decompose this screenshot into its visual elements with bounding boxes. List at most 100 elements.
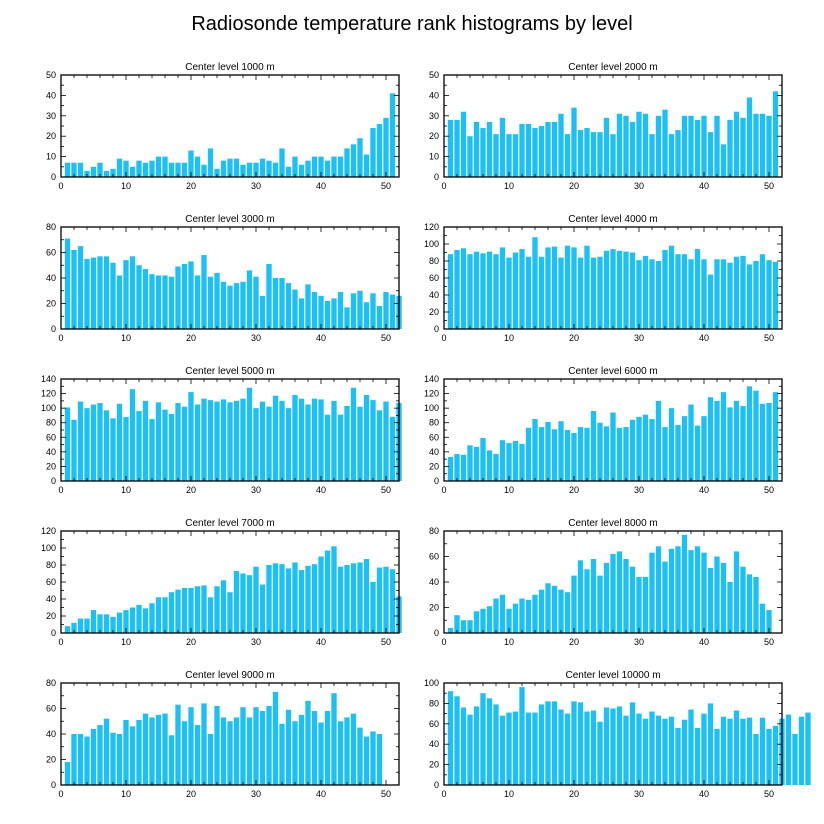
histogram-bar xyxy=(616,427,623,481)
histogram-bar xyxy=(519,123,525,177)
histogram-bar xyxy=(240,281,246,329)
histogram-bar xyxy=(253,707,259,785)
y-tick-label: 140 xyxy=(41,374,56,384)
histogram-bar xyxy=(259,711,266,785)
panel-title: Center level 3000 m xyxy=(185,214,275,225)
histogram-bar xyxy=(454,119,460,177)
x-tick-label: 20 xyxy=(186,333,196,343)
histogram-panel: Center level 5000 m 0 10 20 30 40 50 0 20 40 60 80 1… xyxy=(41,366,402,495)
histogram-bar xyxy=(123,719,129,785)
histogram-bar xyxy=(564,592,571,633)
histogram-bar xyxy=(129,607,136,633)
histogram-bar xyxy=(473,121,480,177)
x-tick-label: 0 xyxy=(441,333,446,343)
histogram-bar xyxy=(207,400,214,481)
histogram-bar xyxy=(181,406,188,481)
histogram-bar xyxy=(623,251,629,329)
x-tick-label: 20 xyxy=(569,637,579,647)
histogram-bar xyxy=(629,121,636,177)
histogram-bar xyxy=(318,556,324,633)
histogram-bar xyxy=(311,564,318,633)
histogram-bar xyxy=(493,704,499,785)
histogram-bar xyxy=(525,599,532,633)
x-tick-label: 30 xyxy=(251,333,261,343)
histogram-bar xyxy=(103,718,110,785)
x-tick-label: 40 xyxy=(316,181,326,191)
histogram-bar xyxy=(331,546,337,633)
histogram-bar xyxy=(337,156,344,177)
histogram-bar xyxy=(64,238,71,329)
y-tick-label: 80 xyxy=(429,256,439,266)
y-tick-label: 10 xyxy=(46,152,56,162)
histogram-bar xyxy=(84,618,90,633)
histogram-bar xyxy=(64,762,71,785)
histogram-bar xyxy=(116,612,123,633)
histogram-bar xyxy=(162,597,168,633)
histogram-bar xyxy=(253,162,259,177)
y-tick-label: 60 xyxy=(429,273,439,283)
histogram-bar xyxy=(746,97,753,177)
histogram-bar xyxy=(298,714,305,785)
histogram-bar xyxy=(363,302,370,329)
histogram-bar xyxy=(318,399,324,481)
histogram-bar xyxy=(454,249,460,329)
histogram-bar xyxy=(292,721,298,785)
x-tick-label: 30 xyxy=(634,789,644,799)
histogram-bar xyxy=(136,411,142,481)
histogram-bar xyxy=(623,115,629,177)
histogram-bar xyxy=(480,608,486,633)
histogram-bar xyxy=(168,735,175,785)
histogram-bar xyxy=(84,258,90,329)
histogram-bar xyxy=(233,283,240,329)
histogram-bar xyxy=(350,387,357,481)
histogram-bar xyxy=(467,136,473,177)
histogram-bar xyxy=(279,148,285,177)
x-tick-label: 10 xyxy=(504,333,514,343)
histogram-bar xyxy=(324,711,331,785)
histogram-bar xyxy=(707,567,714,633)
histogram-bar xyxy=(805,712,811,785)
histogram-bar xyxy=(662,561,668,633)
x-tick-label: 0 xyxy=(58,485,63,495)
histogram-bar xyxy=(629,566,636,633)
histogram-bar xyxy=(564,245,571,329)
histogram-bar xyxy=(532,419,538,481)
histogram-bar xyxy=(473,611,480,633)
histogram-bar xyxy=(545,701,551,785)
histogram-bar xyxy=(305,404,311,481)
histogram-bar xyxy=(688,550,694,633)
y-tick-label: 50 xyxy=(429,70,439,80)
histogram-bar xyxy=(71,249,77,329)
histogram-bar xyxy=(525,712,532,785)
x-tick-label: 20 xyxy=(569,485,579,495)
histogram-bar xyxy=(155,402,162,481)
histogram-bar xyxy=(740,405,746,481)
x-tick-label: 10 xyxy=(121,333,131,343)
histogram-bar xyxy=(733,111,740,177)
histogram-bar xyxy=(694,727,701,785)
x-tick-label: 0 xyxy=(441,789,446,799)
histogram-bar xyxy=(662,718,668,785)
histogram-bar xyxy=(610,134,616,177)
histogram-bar xyxy=(785,714,792,785)
histogram-bar xyxy=(266,565,272,633)
histogram-bar xyxy=(610,553,616,633)
histogram-bar xyxy=(480,438,486,481)
histogram-bar xyxy=(571,247,577,329)
histogram-bar xyxy=(285,166,292,177)
histogram-bar xyxy=(311,292,318,329)
histogram-bar xyxy=(116,734,123,785)
histogram-panel: Center level 3000 m 0 10 20 30 40 50 0 20 40 60 80 xyxy=(46,214,402,343)
histogram-bar xyxy=(227,285,233,329)
histogram-bar xyxy=(214,168,220,177)
histogram-bar xyxy=(318,722,324,785)
x-tick-label: 10 xyxy=(504,637,514,647)
histogram-bar xyxy=(181,263,188,329)
histogram-bar xyxy=(389,416,396,481)
histogram-bar xyxy=(733,551,740,633)
histogram-bar xyxy=(584,711,590,785)
histogram-bar xyxy=(577,257,584,329)
histogram-bar xyxy=(590,559,597,633)
histogram-bar xyxy=(623,715,629,785)
histogram-bar xyxy=(467,620,473,633)
